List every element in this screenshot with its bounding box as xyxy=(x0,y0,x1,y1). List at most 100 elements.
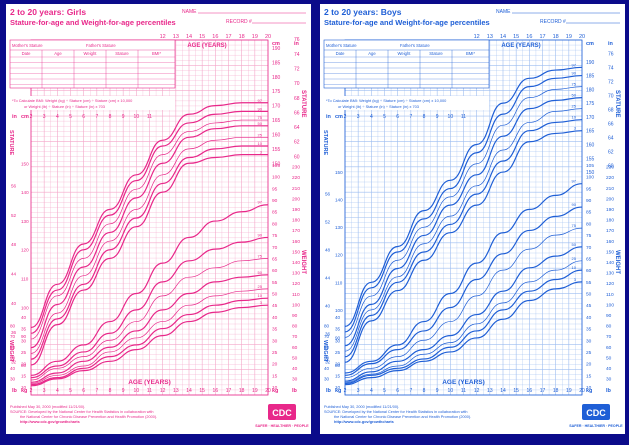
table-header: Stature xyxy=(115,51,129,56)
footer-published: Published May 30, 2000 (modified 11/21/0… xyxy=(10,405,85,409)
weight-lb-tick: 70 xyxy=(606,334,612,340)
weight-curve-label: 25 xyxy=(258,284,263,289)
stature-cm-left-tick: 80 xyxy=(21,363,27,368)
age-axis-label-bottom: AGE (YEARS) xyxy=(128,379,171,386)
weight-curve-label: 75 xyxy=(572,223,577,228)
weight-kg-left-tick: 20 xyxy=(335,362,341,367)
top-age-tick: 12 xyxy=(160,34,166,40)
weight-curve-label: 50 xyxy=(258,270,263,275)
stature-cm-left-tick: 110 xyxy=(335,280,343,285)
cdc-logo-text: CDC xyxy=(272,408,292,418)
bottom-age-tick: 7 xyxy=(409,388,412,394)
cdc-tagline: SAFER · HEALTHIER · PEOPLE xyxy=(255,424,309,428)
weight-lb-left-tick: 70 xyxy=(324,334,330,339)
footer-source-1: SOURCE: Developed by the National Center… xyxy=(324,410,468,414)
stature-in-tick: 68 xyxy=(608,107,614,113)
weight-curve-p97 xyxy=(30,204,269,376)
weight-lb-tick: 60 xyxy=(292,345,298,351)
weight-curve-p3 xyxy=(344,281,583,386)
weight-kg-tick: 65 xyxy=(272,256,278,262)
stature-curve-p50 xyxy=(30,125,268,349)
weight-lb-tick: 200 xyxy=(606,196,614,202)
weight-kg-tick: 105 xyxy=(272,163,280,169)
weight-lb-tick: 130 xyxy=(292,271,300,277)
mid-age-tick: 5 xyxy=(69,114,72,120)
stature-in-tick: 72 xyxy=(608,79,614,85)
weight-lb-left-tick: 30 xyxy=(10,377,16,382)
stature-curve-label: 97 xyxy=(572,62,577,67)
age-axis-label-bottom: AGE (YEARS) xyxy=(442,379,485,386)
weight-lb-tick: 90 xyxy=(292,313,298,319)
weight-kg-tick: 70 xyxy=(272,245,278,251)
weight-lb-left-tick: 40 xyxy=(324,366,330,371)
stature-cm-tick: 165 xyxy=(586,129,595,135)
bmi-note-1: *To Calculate BMI: Weight (kg) ÷ Stature… xyxy=(326,98,447,103)
unit-cm-top: cm xyxy=(586,41,594,47)
mid-age-tick: 8 xyxy=(109,114,112,120)
cdc-logo-text: CDC xyxy=(586,408,606,418)
bottom-age-tick: 11 xyxy=(147,388,152,394)
bottom-age-tick: 17 xyxy=(540,388,546,394)
record-label: RECORD # xyxy=(540,19,566,25)
weight-kg-tick: 40 xyxy=(272,315,278,321)
weight-kg-tick: 65 xyxy=(586,256,592,262)
weight-lb-left-tick: 60 xyxy=(324,345,330,350)
stature-curve-p10 xyxy=(344,119,583,358)
father-stature-label: Father's Stature xyxy=(86,43,116,48)
stature-cm-left-tick: 100 xyxy=(335,308,343,313)
table-header: BMI* xyxy=(152,51,161,56)
stature-cm-left-tick: 130 xyxy=(335,225,343,230)
weight-lb-left-tick: 80 xyxy=(324,324,330,329)
weight-lb-tick: 160 xyxy=(606,239,614,245)
stature-curve-label: 3 xyxy=(574,126,577,131)
weight-lb-tick: 180 xyxy=(606,218,614,224)
weight-lb-left-tick: 30 xyxy=(324,377,330,382)
chart-title: 2 to 20 years: Girls xyxy=(10,7,86,17)
weight-axis-label-right: WEIGHT xyxy=(300,250,306,274)
bottom-age-tick: 10 xyxy=(448,388,454,394)
weight-kg-tick: 90 xyxy=(586,198,592,204)
stature-curve-label: 10 xyxy=(258,141,263,146)
stature-in-tick: 76 xyxy=(608,51,614,57)
stature-cm-left-tick: 140 xyxy=(335,198,343,203)
weight-lb-tick: 220 xyxy=(606,175,614,181)
stature-cm-left-tick: 100 xyxy=(21,305,29,310)
weight-lb-tick: 60 xyxy=(606,345,612,351)
bottom-age-tick: 16 xyxy=(213,388,219,394)
weight-kg-left-tick: 25 xyxy=(335,350,341,355)
weight-kg-left-tick: 15 xyxy=(335,373,341,378)
weight-lb-tick: 220 xyxy=(292,175,300,181)
stature-cm-tick: 150 xyxy=(586,170,595,176)
stature-curve-label: 75 xyxy=(572,82,577,87)
stature-axis-label-left: STATURE xyxy=(322,130,328,155)
name-label: NAME xyxy=(496,9,511,15)
stature-axis-label-right: STATURE xyxy=(614,90,620,117)
stature-curve-p75 xyxy=(344,86,583,338)
stature-cm-tick: 190 xyxy=(272,46,281,52)
mid-age-tick: 7 xyxy=(409,114,412,120)
bottom-age-tick: 8 xyxy=(423,388,426,394)
weight-kg-tick: 70 xyxy=(586,245,592,251)
weight-lb-left-tick: 50 xyxy=(324,355,330,360)
bottom-age-tick: 2 xyxy=(344,388,347,394)
stature-curve-label: 25 xyxy=(572,104,577,109)
top-age-tick: 14 xyxy=(186,34,192,40)
bottom-age-tick: 13 xyxy=(487,388,493,394)
chart-subtitle: Stature-for-age and Weight-for-age perce… xyxy=(10,18,176,27)
weight-axis-label-left: WEIGHT xyxy=(8,340,14,363)
stature-cm-tick: 180 xyxy=(586,87,595,93)
bottom-age-tick: 19 xyxy=(252,388,258,394)
weight-lb-tick: 230 xyxy=(606,165,614,171)
cdc-tagline: SAFER · HEALTHIER · PEOPLE xyxy=(569,424,623,428)
weight-lb-tick: 150 xyxy=(292,249,300,255)
bmi-note-2: or Weight (lb) ÷ Stature (in) ÷ Stature … xyxy=(24,104,105,109)
stature-cm-left-tick: 150 xyxy=(335,170,343,175)
top-age-tick: 15 xyxy=(199,34,205,40)
stature-curve-p3 xyxy=(30,154,268,366)
weight-lb-tick: 210 xyxy=(606,186,614,192)
weight-kg-tick: 95 xyxy=(272,186,278,192)
weight-curve-p50 xyxy=(30,274,269,383)
top-age-tick: 16 xyxy=(526,34,532,40)
weight-kg-tick: 85 xyxy=(586,210,592,216)
stature-in-left-tick: 56 xyxy=(325,191,331,196)
